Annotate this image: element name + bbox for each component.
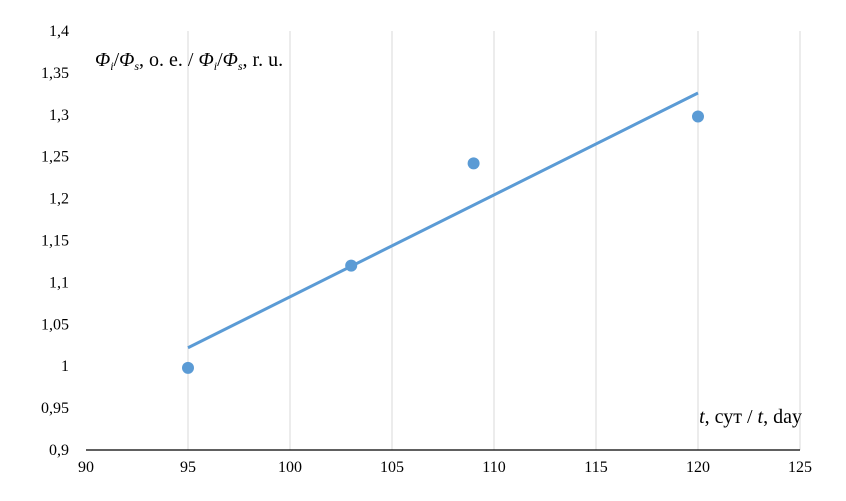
trendline	[187, 91, 699, 350]
y-tick-label: 1,15	[41, 233, 69, 250]
y-tick-label: 1,05	[41, 316, 69, 333]
gridlines	[187, 31, 801, 450]
y-tick-label: 1,25	[41, 149, 69, 166]
data-point	[182, 361, 194, 374]
y-tick-label: 0,95	[41, 400, 69, 417]
data-point	[692, 110, 704, 123]
x-axis-ticks: 90 95 100 105 110 115 120 125	[78, 459, 812, 476]
y-tick-label: 1	[61, 358, 69, 375]
y-tick-label: 1,35	[41, 65, 69, 82]
x-tick-label: 120	[686, 459, 710, 476]
x-tick-label: 115	[584, 459, 607, 476]
data-point	[345, 259, 358, 272]
x-tick-label: 100	[278, 459, 302, 476]
x-tick-label: 125	[788, 459, 812, 476]
x-axis-title: t, сут / t, day	[699, 406, 802, 428]
x-tick-label: 95	[180, 459, 196, 476]
y-tick-label: 1,4	[49, 23, 69, 40]
y-axis-title: Φi/Φs, о. е. / Φi/Φs, r. u.	[95, 49, 283, 73]
y-axis-ticks: 0,9 0,95 1 1,05 1,1 1,15 1,2 1,25 1,3 1,35 1,4	[41, 23, 69, 459]
x-tick-label: 110	[482, 459, 505, 476]
x-tick-label: 105	[380, 459, 404, 476]
y-tick-label: 0,9	[49, 442, 69, 459]
data-point	[467, 157, 480, 170]
data-points	[182, 110, 704, 374]
x-tick-label: 90	[78, 459, 94, 476]
y-tick-label: 1,1	[49, 274, 69, 291]
y-tick-label: 1,3	[49, 107, 69, 124]
y-tick-label: 1,2	[49, 191, 69, 208]
